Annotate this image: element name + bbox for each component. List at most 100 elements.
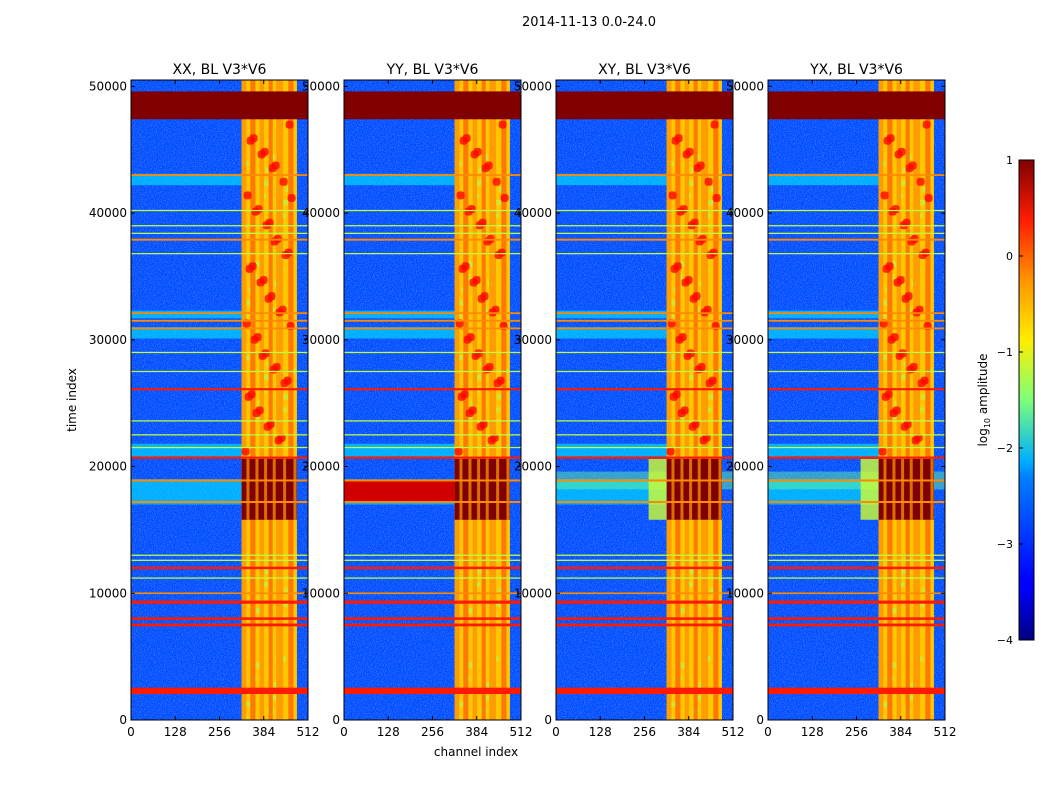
- rfi-time-line: [768, 225, 945, 227]
- band-mottle: [474, 582, 481, 588]
- band-mottle: [496, 394, 503, 400]
- y-tick-label: 50000: [302, 79, 340, 93]
- rfi-time-line: [768, 370, 945, 373]
- band-mottle: [245, 300, 252, 306]
- band-hotspot: [487, 436, 496, 445]
- rfi-time-line: [556, 501, 733, 504]
- rfi-time-line: [344, 617, 521, 620]
- band-hotspot: [251, 207, 260, 216]
- panel-0: XX, BL V3*V6 0 128 256 384 512 0 10000 20000 3000…: [89, 62, 320, 739]
- rfi-time-line: [131, 446, 308, 449]
- rfi-time-line: [768, 446, 945, 449]
- band-hotspot: [456, 191, 465, 200]
- band-hotspot: [901, 294, 910, 303]
- band-hotspot: [287, 193, 296, 202]
- rfi-time-line: [131, 592, 308, 595]
- rfi-time-line: [556, 446, 733, 449]
- band-hotspot: [256, 278, 265, 287]
- colorbar-tick-label: −1: [997, 346, 1013, 359]
- rfi-time-line: [556, 232, 733, 234]
- band-mottle: [907, 695, 914, 701]
- band-hotspot: [882, 264, 891, 273]
- band-hotspot: [245, 264, 254, 273]
- bright-channel-column: [489, 80, 497, 720]
- rfi-time-line: [768, 456, 945, 459]
- band-mottle: [466, 662, 473, 668]
- x-tick-label: 0: [340, 725, 348, 739]
- rfi-time-line: [556, 174, 733, 176]
- rfi-time-line: [131, 501, 308, 504]
- rfi-time-line: [344, 577, 521, 579]
- band-hotspot: [470, 150, 479, 159]
- band-hotspot: [274, 436, 283, 445]
- rfi-time-line: [768, 434, 945, 436]
- y-tick-label: 10000: [89, 586, 127, 600]
- x-tick-label: 256: [633, 725, 656, 739]
- rfi-time-line: [768, 232, 945, 234]
- band-mottle: [709, 588, 716, 594]
- y-tick-label: 30000: [89, 333, 127, 347]
- rfi-time-line: [556, 600, 733, 604]
- rfi-time-line: [344, 566, 521, 570]
- colorbar-label-sub: 10: [983, 418, 992, 428]
- cyan-time-band: [556, 479, 667, 505]
- band-mottle: [264, 568, 271, 574]
- band-mottle: [669, 701, 676, 707]
- rfi-time-line: [131, 600, 308, 604]
- band-mottle: [686, 582, 693, 588]
- x-tick-label: 128: [801, 725, 824, 739]
- rfi-time-line: [131, 327, 308, 330]
- band-hotspot: [916, 177, 925, 186]
- rfi-time-line: [344, 501, 521, 504]
- band-hotspot: [241, 447, 250, 456]
- central-block-gap: [930, 458, 934, 520]
- band-hotspot: [900, 422, 909, 431]
- band-mottle: [678, 662, 685, 668]
- band-hotspot: [676, 207, 685, 216]
- bright-channel-column: [887, 80, 893, 720]
- rfi-time-line: [556, 623, 733, 627]
- band-mottle: [468, 608, 475, 614]
- band-hotspot: [476, 422, 485, 431]
- central-block-gap: [708, 458, 712, 520]
- rfi-time-line: [768, 209, 945, 212]
- bright-channel-column: [268, 80, 273, 720]
- panel-title: XY, BL V3*V6: [598, 62, 691, 78]
- rfi-time-line: [344, 238, 521, 241]
- bright-channel-column: [259, 80, 265, 720]
- rfi-time-line: [344, 479, 521, 482]
- x-tick-label: 128: [164, 725, 187, 739]
- band-hotspot: [465, 409, 474, 418]
- rfi-time-line: [556, 327, 733, 330]
- band-hotspot: [454, 447, 463, 456]
- band-hotspot: [494, 251, 503, 260]
- rfi-time-line: [768, 319, 945, 322]
- central-block-gap: [477, 458, 481, 520]
- rfi-time-line: [344, 559, 521, 561]
- cyan-time-band: [556, 310, 667, 319]
- y-tick-label: 20000: [514, 460, 552, 474]
- band-hotspot: [477, 294, 486, 303]
- band-hotspot: [694, 365, 703, 374]
- band-hotspot: [471, 351, 480, 360]
- band-mottle: [493, 407, 500, 413]
- rfi-time-line: [556, 554, 733, 556]
- central-block-gap: [485, 458, 489, 520]
- y-tick-label: 30000: [302, 333, 340, 347]
- rfi-time-line: [344, 252, 521, 255]
- cyan-time-band: [556, 173, 667, 186]
- rfi-time-line: [768, 617, 945, 620]
- rfi-time-line: [344, 351, 521, 354]
- saturated-time-block: [768, 91, 945, 120]
- y-tick-label: 30000: [514, 333, 552, 347]
- band-mottle: [708, 394, 715, 400]
- band-hotspot: [681, 278, 690, 287]
- rfi-time-line: [556, 617, 733, 620]
- rfi-time-line: [131, 225, 308, 227]
- band-hotspot: [693, 164, 702, 173]
- panel-2: XY, BL V3*V6 0 128 256 384 512 0 10000 20000 3000…: [514, 62, 745, 739]
- band-hotspot: [281, 251, 290, 260]
- x-tick-label: 384: [252, 725, 275, 739]
- rfi-time-line: [344, 456, 521, 459]
- central-block-gap: [496, 458, 500, 520]
